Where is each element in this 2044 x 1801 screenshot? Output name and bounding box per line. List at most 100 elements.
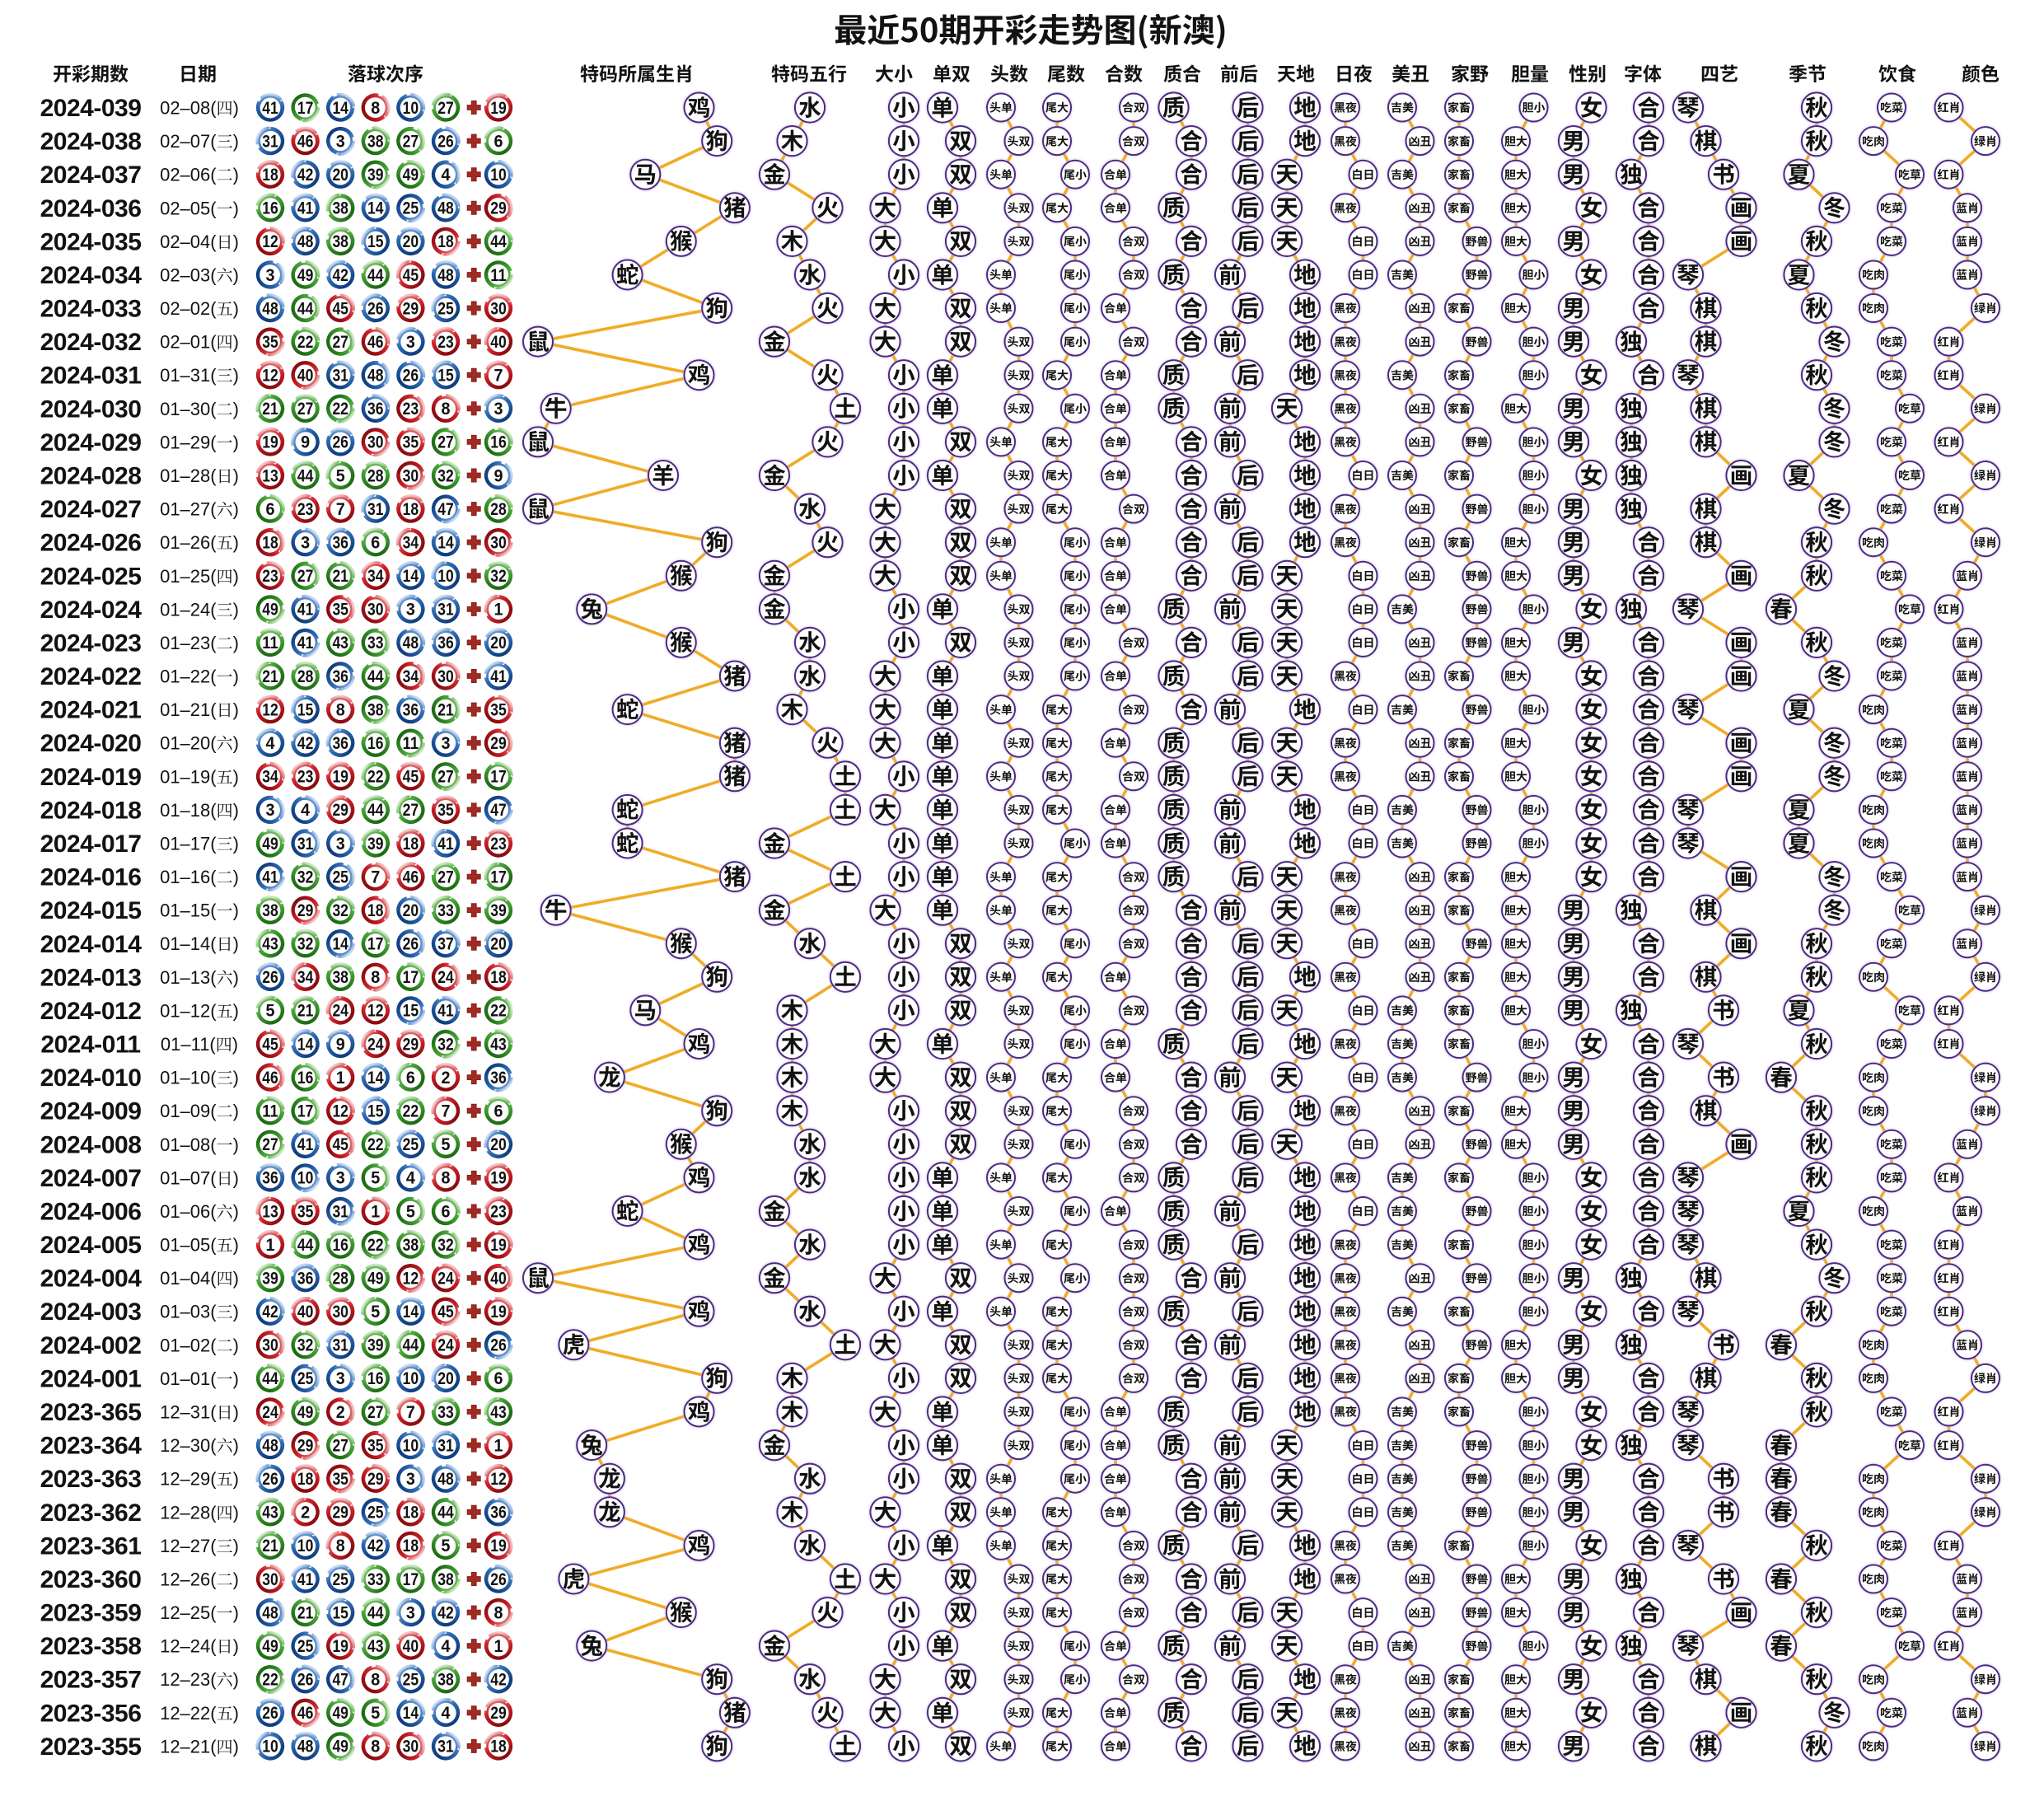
- svg-text:2023-356: 2023-356: [40, 1700, 142, 1727]
- svg-text:蓝肖: 蓝肖: [1956, 802, 1979, 818]
- svg-text:白日: 白日: [1352, 1504, 1375, 1521]
- svg-text:猪: 猪: [723, 725, 746, 758]
- svg-text:28: 28: [297, 667, 314, 686]
- svg-text:4: 4: [442, 1636, 451, 1656]
- svg-text:后: 后: [1237, 457, 1260, 490]
- svg-text:绿肖: 绿肖: [1974, 467, 1997, 484]
- svg-text:家畜: 家畜: [1448, 400, 1471, 417]
- svg-text:黑夜: 黑夜: [1334, 133, 1357, 149]
- svg-text:胆小: 胆小: [1522, 1537, 1546, 1554]
- svg-text:45: 45: [403, 265, 419, 285]
- svg-text:蛇: 蛇: [616, 1193, 639, 1226]
- svg-text:后: 后: [1237, 1026, 1260, 1059]
- svg-text:25: 25: [332, 867, 348, 886]
- svg-text:尾大: 尾大: [1045, 969, 1069, 985]
- svg-text:地: 地: [1293, 1661, 1317, 1694]
- svg-text:木: 木: [781, 992, 804, 1025]
- svg-text:合: 合: [1637, 1695, 1660, 1728]
- svg-text:棋: 棋: [1695, 290, 1718, 323]
- svg-text:7: 7: [494, 366, 503, 386]
- svg-text:独: 独: [1620, 423, 1643, 456]
- svg-text:10: 10: [403, 1435, 419, 1455]
- svg-text:尾大: 尾大: [1045, 1370, 1069, 1387]
- svg-text:01–03(三): 01–03(三): [160, 1299, 239, 1323]
- svg-text:胆大: 胆大: [1504, 1671, 1527, 1687]
- svg-text:水: 水: [798, 1461, 821, 1494]
- svg-text:19: 19: [490, 1536, 507, 1555]
- svg-text:合: 合: [1180, 892, 1203, 925]
- svg-text:合: 合: [1637, 858, 1660, 891]
- svg-text:23: 23: [437, 332, 454, 352]
- svg-text:质: 质: [1162, 357, 1186, 390]
- svg-text:8: 8: [336, 1536, 345, 1555]
- svg-text:马: 马: [634, 157, 657, 189]
- svg-text:2024-016: 2024-016: [40, 864, 142, 891]
- svg-text:水: 水: [798, 625, 821, 657]
- svg-text:吃肉: 吃肉: [1862, 300, 1885, 316]
- svg-text:01–04(四): 01–04(四): [160, 1265, 239, 1289]
- svg-text:红肖: 红肖: [1938, 100, 1961, 116]
- svg-text:2: 2: [442, 1068, 451, 1088]
- svg-text:双: 双: [949, 1560, 972, 1593]
- svg-text:后: 后: [1237, 959, 1260, 992]
- svg-text:夏: 夏: [1788, 792, 1811, 825]
- svg-text:合: 合: [1637, 1494, 1660, 1527]
- svg-text:春: 春: [1770, 591, 1793, 624]
- svg-text:24: 24: [437, 1269, 454, 1289]
- svg-text:32: 32: [437, 465, 454, 485]
- svg-text:合单: 合单: [1104, 802, 1127, 818]
- svg-text:26: 26: [297, 1670, 314, 1690]
- svg-text:3: 3: [406, 1469, 415, 1489]
- svg-text:34: 34: [367, 566, 384, 586]
- svg-text:天: 天: [1275, 591, 1298, 624]
- svg-text:大: 大: [874, 558, 897, 591]
- svg-text:44: 44: [262, 1368, 278, 1388]
- svg-text:黑夜: 黑夜: [1334, 902, 1357, 919]
- svg-text:秋: 秋: [1805, 123, 1828, 156]
- svg-text:16: 16: [332, 1235, 348, 1255]
- svg-text:合单: 合单: [1104, 1203, 1127, 1219]
- svg-text:金: 金: [763, 1193, 786, 1226]
- svg-text:质: 质: [1162, 1293, 1186, 1326]
- svg-text:蛇: 蛇: [616, 825, 639, 858]
- svg-text:41: 41: [437, 1001, 454, 1021]
- svg-text:01–28(日): 01–28(日): [160, 463, 239, 487]
- svg-text:14: 14: [403, 1302, 419, 1322]
- svg-text:地: 地: [1293, 1293, 1317, 1326]
- svg-text:25: 25: [403, 1670, 419, 1690]
- svg-text:头双: 头双: [1008, 400, 1031, 417]
- svg-text:家畜: 家畜: [1448, 1170, 1471, 1186]
- svg-text:地: 地: [1293, 691, 1317, 724]
- svg-text:家畜: 家畜: [1448, 300, 1471, 316]
- svg-text:凶丑: 凶丑: [1409, 334, 1432, 350]
- svg-text:44: 44: [367, 800, 384, 820]
- svg-text:合: 合: [1637, 925, 1660, 958]
- svg-text:琴: 琴: [1677, 1527, 1700, 1560]
- svg-text:21: 21: [262, 1536, 278, 1555]
- svg-text:凶丑: 凶丑: [1409, 902, 1432, 919]
- svg-text:17: 17: [490, 767, 507, 787]
- svg-text:11: 11: [262, 1102, 278, 1121]
- svg-text:胆小: 胆小: [1522, 1270, 1546, 1286]
- svg-text:火: 火: [816, 423, 840, 456]
- svg-text:合: 合: [1180, 1360, 1203, 1393]
- svg-text:46: 46: [297, 131, 314, 151]
- svg-text:14: 14: [403, 566, 419, 586]
- svg-text:合单: 合单: [1104, 1036, 1127, 1052]
- svg-text:鸡: 鸡: [688, 357, 711, 390]
- svg-text:2024-030: 2024-030: [40, 395, 142, 423]
- svg-text:合: 合: [1180, 959, 1203, 992]
- svg-text:黑夜: 黑夜: [1334, 668, 1357, 685]
- svg-text:凶丑: 凶丑: [1409, 233, 1432, 250]
- svg-text:胆小: 胆小: [1522, 501, 1546, 517]
- svg-text:家畜: 家畜: [1448, 1671, 1471, 1687]
- svg-text:吃草: 吃草: [1898, 1437, 1921, 1453]
- svg-text:火: 火: [816, 189, 840, 222]
- svg-text:头单: 头单: [989, 1237, 1013, 1253]
- svg-text:41: 41: [297, 199, 314, 218]
- svg-text:25: 25: [403, 199, 419, 218]
- svg-text:红肖: 红肖: [1938, 1270, 1961, 1286]
- svg-text:合: 合: [1637, 1293, 1660, 1326]
- svg-text:狗: 狗: [705, 524, 728, 557]
- svg-text:双: 双: [949, 1260, 972, 1293]
